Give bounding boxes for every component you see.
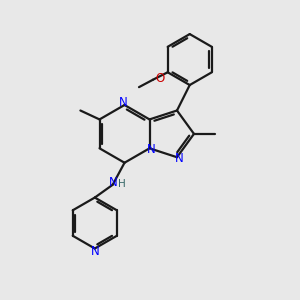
Text: N: N [119,96,128,109]
Text: N: N [90,245,99,258]
Text: H: H [118,179,126,189]
Text: O: O [155,72,165,86]
Text: N: N [109,176,118,189]
Text: N: N [147,143,156,156]
Text: N: N [175,152,184,165]
